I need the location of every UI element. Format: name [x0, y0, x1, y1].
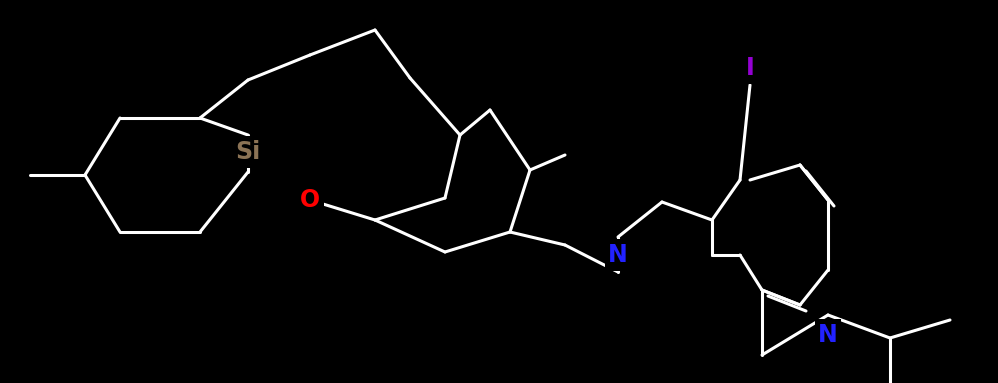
Text: N: N	[608, 243, 628, 267]
Text: Si: Si	[236, 140, 260, 164]
Text: O: O	[300, 188, 320, 212]
Text: N: N	[818, 323, 838, 347]
Text: I: I	[746, 56, 754, 80]
